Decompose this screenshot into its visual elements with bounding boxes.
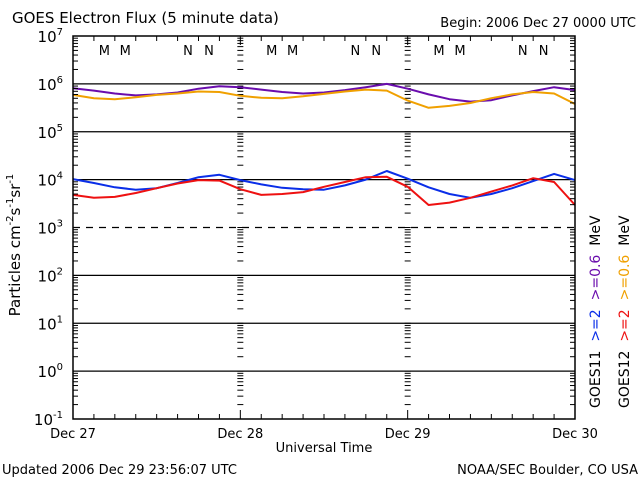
y-tick-exp: 6: [57, 75, 63, 86]
legend-sat: GOES12: [617, 351, 633, 408]
eclipse-marker-m: M: [287, 44, 298, 59]
y-tick-label: 102: [38, 266, 63, 285]
series-line-3: [72, 175, 576, 206]
eclipse-marker-n: N: [351, 44, 361, 59]
eclipse-marker-n: N: [183, 44, 193, 59]
legend-entry-goes11: GOES11 >=2 >=0.6 MeV: [588, 215, 604, 408]
series-line-1: [72, 88, 576, 109]
legend-hi: >=2: [588, 309, 604, 350]
legend-lo: >=0.6: [588, 255, 604, 310]
legend-lo: >=0.6: [617, 255, 633, 310]
updated-timestamp: Updated 2006 Dec 29 23:56:07 UTC: [2, 463, 237, 478]
y-tick-exp: 4: [57, 171, 63, 182]
y-tick-label: 104: [38, 171, 63, 190]
y-tick-label: 103: [38, 219, 63, 238]
eclipse-marker-n: N: [204, 44, 214, 59]
y-tick-exp: 7: [57, 27, 63, 38]
y-tick-label: 101: [38, 314, 63, 333]
chart-title: GOES Electron Flux (5 minute data): [12, 9, 279, 27]
y-tick-label: 10-1: [34, 410, 63, 429]
y-tick-label: 100: [38, 362, 63, 381]
grid-lines: [73, 83, 575, 372]
x-tick-label: Dec 29: [385, 427, 431, 442]
y-tick-base: 10: [38, 28, 57, 46]
eclipse-marker-m: M: [99, 44, 110, 59]
series-lines: [72, 82, 576, 206]
day-marker-48: [404, 37, 411, 420]
y-left-minor-ticks: [73, 37, 78, 406]
x-tick-label: Dec 27: [50, 427, 96, 442]
eclipse-marker-m: M: [120, 44, 131, 59]
y-right-minor-ticks: [570, 37, 575, 406]
y-tick-exp: 5: [57, 123, 63, 134]
y-tick-base: 10: [38, 76, 57, 94]
eclipse-marker-n: N: [539, 44, 549, 59]
source-credit: NOAA/SEC Boulder, CO USA: [457, 463, 638, 478]
eclipse-marker-n: N: [518, 44, 528, 59]
y-label-mid2: sr: [6, 183, 24, 198]
legend-sat: GOES11: [588, 351, 604, 408]
y-label-exp1: -2: [5, 215, 16, 225]
legend-unit: MeV: [588, 215, 604, 255]
y-tick-base: 10: [38, 363, 57, 381]
eclipse-marker-m: M: [266, 44, 277, 59]
y-label-exp3: -1: [5, 174, 16, 184]
y-tick-base: 10: [38, 220, 57, 238]
y-tick-base: 10: [34, 411, 53, 429]
series-line-0: [72, 82, 576, 103]
y-label-mid1: s: [6, 207, 24, 215]
y-tick-exp: 3: [57, 219, 63, 230]
eclipse-marker-m: M: [433, 44, 444, 59]
y-tick-exp: 2: [57, 266, 63, 277]
legend-unit: MeV: [617, 215, 633, 255]
x-axis-label: Universal Time: [276, 441, 373, 456]
legend-hi: >=2: [617, 309, 633, 350]
y-tick-label: 105: [38, 123, 63, 142]
day-boundary-markers: [237, 37, 411, 420]
y-tick-base: 10: [38, 267, 57, 285]
y-tick-label: 107: [38, 27, 63, 46]
series-line-2: [72, 170, 576, 199]
y-label-exp2: -1: [5, 198, 16, 208]
y-label-base: Particles cm: [6, 225, 24, 316]
eclipse-marker-n: N: [371, 44, 381, 59]
y-tick-exp: 0: [57, 362, 63, 373]
x-tick-label: Dec 30: [552, 427, 598, 442]
y-tick-exp: 1: [57, 314, 63, 325]
y-tick-exp: -1: [53, 410, 63, 421]
y-tick-label: 106: [38, 75, 63, 94]
eclipse-marker-m: M: [454, 44, 465, 59]
y-axis-label: Particles cm-2s-1sr-1: [5, 174, 24, 317]
legend-entry-goes12: GOES12 >=2 >=0.6 MeV: [617, 215, 633, 408]
y-tick-base: 10: [38, 315, 57, 333]
begin-label: Begin: 2006 Dec 27 0000 UTC: [440, 16, 636, 31]
y-tick-base: 10: [38, 172, 57, 190]
y-tick-base: 10: [38, 124, 57, 142]
x-axis-ticks: Dec 27 Dec 28 Dec 29 Dec 30: [50, 36, 598, 442]
x-tick-label: Dec 28: [217, 427, 263, 442]
